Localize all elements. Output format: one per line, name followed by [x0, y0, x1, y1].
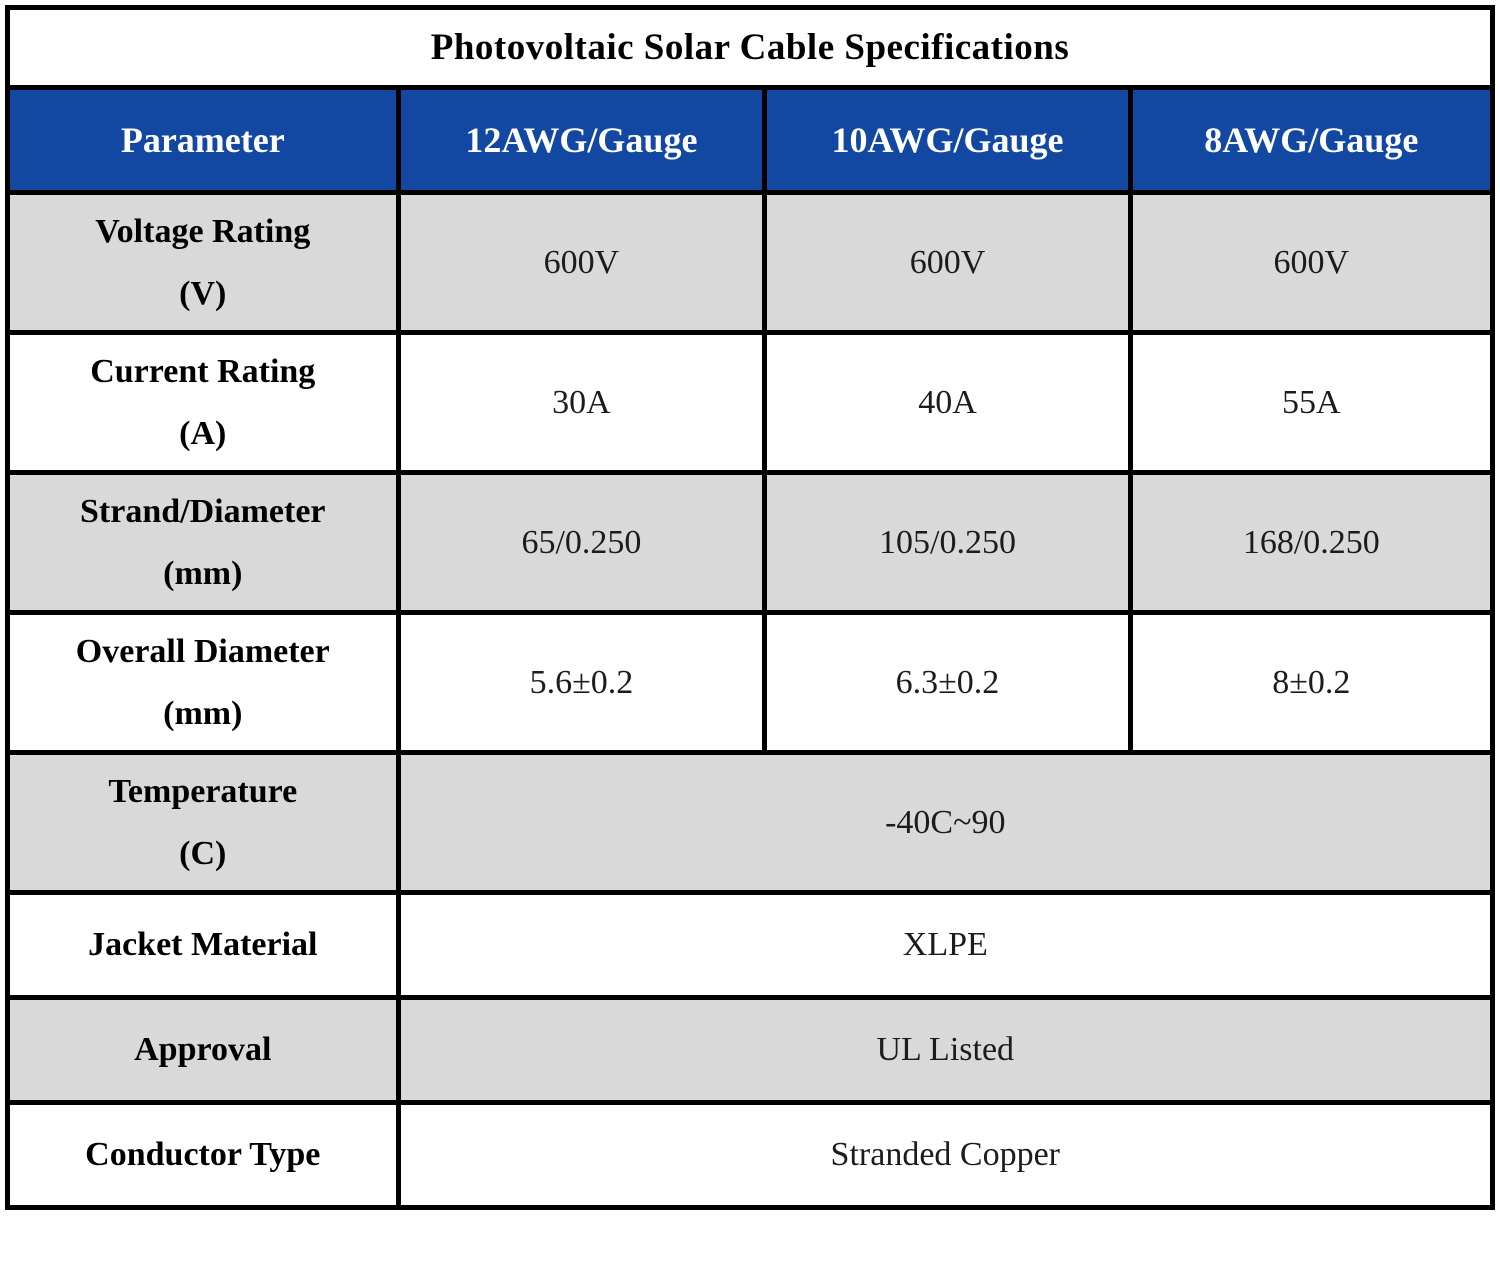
row-label-line1: Strand/Diameter — [80, 492, 326, 530]
row-label-line2: (mm) — [163, 694, 243, 732]
row-label-line1: Overall Diameter — [75, 632, 330, 670]
column-header-8awg: 8AWG/Gauge — [1127, 85, 1496, 195]
row-label-line1: Conductor Type — [85, 1136, 321, 1174]
cell-current-10awg: 40A — [762, 330, 1133, 475]
row-label-approval: Approval — [5, 995, 401, 1105]
row-label-line1: Current Rating — [90, 352, 316, 390]
cell-conductor-value: Stranded Copper — [395, 1100, 1496, 1210]
cell-diameter-12awg: 5.6±0.2 — [395, 610, 768, 755]
column-header-parameter: Parameter — [5, 85, 401, 195]
table-row-approval: Approval UL Listed — [5, 995, 1496, 1105]
cell-voltage-12awg: 600V — [395, 190, 768, 335]
cell-approval-value: UL Listed — [395, 995, 1496, 1105]
row-label-line2: (A) — [179, 414, 227, 452]
row-label-conductor-type: Conductor Type — [5, 1100, 401, 1210]
table-row-voltage-rating: Voltage Rating (V) 600V 600V 600V — [5, 190, 1496, 335]
row-label-line2: (V) — [179, 274, 227, 312]
table-row-strand-diameter: Strand/Diameter (mm) 65/0.250 105/0.250 … — [5, 470, 1496, 615]
row-label-jacket-material: Jacket Material — [5, 890, 401, 1000]
table-row-current-rating: Current Rating (A) 30A 40A 55A — [5, 330, 1496, 475]
row-label-overall-diameter: Overall Diameter (mm) — [5, 610, 401, 755]
cell-temperature-value: -40C~90 — [395, 750, 1496, 895]
column-header-12awg: 12AWG/Gauge — [395, 85, 768, 195]
table-row-jacket-material: Jacket Material XLPE — [5, 890, 1496, 1000]
column-header-10awg: 10AWG/Gauge — [762, 85, 1133, 195]
row-label-line2: (C) — [179, 834, 227, 872]
table-title: Photovoltaic Solar Cable Specifications — [5, 5, 1495, 90]
row-label-voltage-rating: Voltage Rating (V) — [5, 190, 401, 335]
cell-strand-12awg: 65/0.250 — [395, 470, 768, 615]
cell-strand-8awg: 168/0.250 — [1127, 470, 1496, 615]
cell-voltage-8awg: 600V — [1127, 190, 1496, 335]
header-row: Parameter 12AWG/Gauge 10AWG/Gauge 8AWG/G… — [5, 85, 1496, 195]
row-label-line1: Approval — [134, 1031, 272, 1069]
row-label-strand-diameter: Strand/Diameter (mm) — [5, 470, 401, 615]
table-row-overall-diameter: Overall Diameter (mm) 5.6±0.2 6.3±0.2 8±… — [5, 610, 1496, 755]
cell-jacket-value: XLPE — [395, 890, 1496, 1000]
cell-voltage-10awg: 600V — [762, 190, 1133, 335]
row-label-line1: Voltage Rating — [95, 212, 311, 250]
row-label-current-rating: Current Rating (A) — [5, 330, 401, 475]
cell-diameter-8awg: 8±0.2 — [1127, 610, 1496, 755]
cell-current-12awg: 30A — [395, 330, 768, 475]
table-row-conductor-type: Conductor Type Stranded Copper — [5, 1100, 1496, 1210]
cell-current-8awg: 55A — [1127, 330, 1496, 475]
row-label-line2: (mm) — [163, 554, 243, 592]
cell-diameter-10awg: 6.3±0.2 — [762, 610, 1133, 755]
spec-table: Photovoltaic Solar Cable Specifications … — [5, 5, 1496, 1210]
row-label-line1: Temperature — [108, 772, 298, 810]
cell-strand-10awg: 105/0.250 — [762, 470, 1133, 615]
row-label-temperature: Temperature (C) — [5, 750, 401, 895]
row-label-line1: Jacket Material — [88, 926, 318, 964]
table-row-temperature: Temperature (C) -40C~90 — [5, 750, 1496, 895]
